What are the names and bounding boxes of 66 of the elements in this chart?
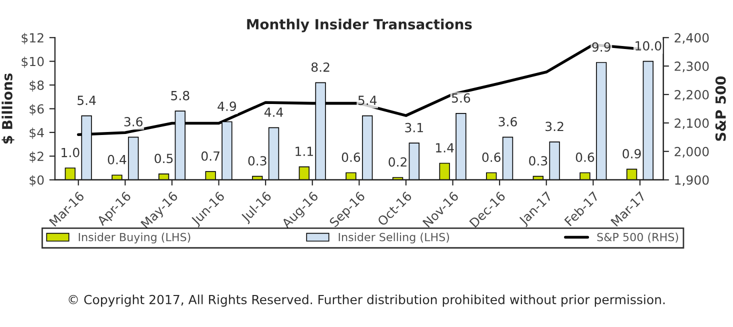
y2-tick-label: 1,900 (675, 175, 709, 186)
y-tick-label: $12 (22, 32, 44, 44)
bar (112, 174, 122, 180)
y2-tick-label: 2,000 (674, 146, 709, 158)
data-label: 0.9 (622, 148, 641, 158)
bar (642, 60, 654, 180)
data-label: 0.3 (248, 156, 266, 166)
data-label: 0.6 (576, 152, 594, 162)
data-label: 8.2 (311, 62, 330, 72)
y-tick-label: $6 (30, 104, 44, 116)
data-label: 3.1 (405, 122, 423, 132)
data-label: 0.4 (108, 154, 126, 164)
y2-tick-label: 2,100 (674, 118, 709, 130)
bar (362, 115, 373, 180)
y-axis-title: $ Billions (2, 73, 14, 144)
data-label: 1.4 (436, 143, 454, 152)
bar (298, 166, 310, 180)
data-label: 0.3 (529, 156, 548, 166)
data-label: 3.6 (498, 116, 517, 126)
legend-label: Insider Buying (LHS) (78, 232, 190, 244)
data-label: 4.9 (218, 102, 236, 112)
data-label: 4.4 (264, 108, 283, 117)
data-label: 5.8 (171, 90, 190, 100)
data-label: 0.5 (154, 154, 173, 164)
y2-tick-label: 2,400 (674, 33, 709, 44)
y2-tick-label: 2,200 (674, 90, 709, 101)
bar (346, 172, 356, 180)
data-label: 3.6 (124, 116, 143, 126)
y-tick-label: $0 (30, 175, 44, 186)
data-label: 5.4 (78, 96, 96, 106)
bar (439, 162, 450, 180)
text: © Copyright 2017, All Rights Reserved. Further distribution prohibited without prior permission. (68, 294, 665, 307)
bar (486, 172, 497, 180)
bar (205, 171, 216, 180)
data-label: 0.6 (342, 152, 360, 162)
chart-title: Monthly Insider Transactions (247, 18, 472, 32)
legend-label: S&P 500 (RHS) (597, 232, 678, 243)
bar (580, 172, 590, 180)
bar (408, 142, 420, 180)
bar (64, 168, 76, 180)
data-label: 0.6 (482, 152, 501, 162)
bar (268, 127, 280, 180)
data-label: 5.6 (452, 93, 470, 103)
legend-label: Insider Selling (LHS) (338, 232, 450, 244)
bar (456, 113, 466, 180)
y-tick-label: $4 (30, 128, 44, 140)
bar (502, 136, 514, 180)
y-tick-label: $8 (30, 80, 44, 92)
bar (158, 174, 170, 180)
bar (596, 62, 607, 180)
y2-axis-title: S&P 500 (715, 76, 726, 141)
data-label: 0.2 (388, 157, 406, 167)
bar (128, 136, 139, 180)
bar (549, 142, 560, 180)
y2-tick-label: 2,300 (674, 62, 709, 72)
data-label: 3.2 (546, 122, 564, 132)
data-label: 10.0 (636, 41, 662, 51)
y-tick-label: $10 (22, 56, 44, 68)
data-label: 9.9 (592, 42, 610, 52)
bar (392, 177, 404, 180)
y-tick-label: $2 (30, 151, 44, 163)
data-label: 1.1 (296, 146, 313, 156)
data-label: 0.7 (201, 151, 220, 161)
bar (626, 168, 638, 180)
data-label: 5.4 (358, 96, 377, 106)
data-label: 1.0 (62, 148, 80, 158)
